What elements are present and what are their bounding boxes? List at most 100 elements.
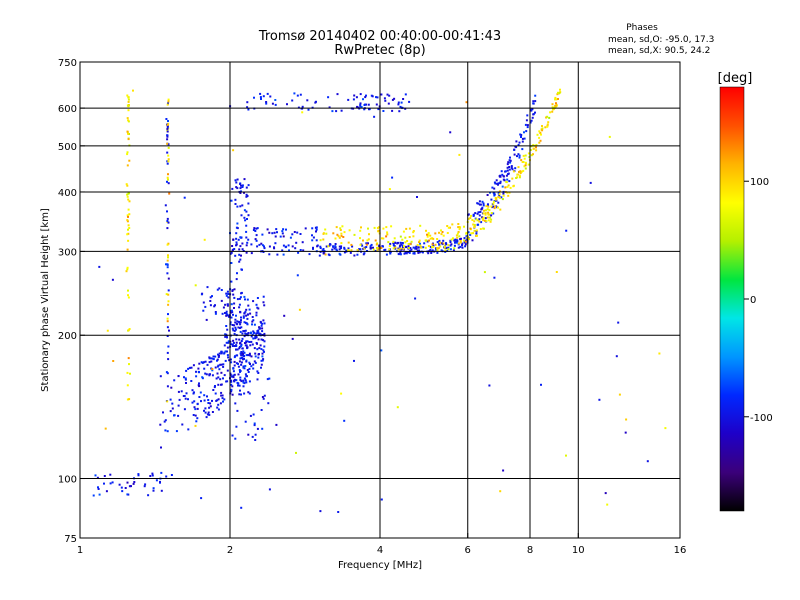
echo-point	[432, 237, 435, 240]
echo-point	[338, 245, 341, 248]
echo-point	[201, 377, 204, 380]
echo-point	[223, 374, 226, 377]
echo-point	[246, 369, 249, 371]
echo-point	[528, 156, 531, 159]
echo-point	[164, 429, 167, 432]
echo-point	[224, 312, 226, 314]
echo-point	[455, 234, 458, 237]
echo-point	[226, 369, 229, 372]
echo-point	[488, 209, 491, 212]
echo-point	[478, 214, 481, 217]
echo-point	[509, 161, 512, 164]
echo-point	[237, 238, 240, 241]
echo-point	[235, 322, 238, 325]
echo-point	[240, 326, 243, 329]
echo-point	[392, 247, 395, 250]
echo-point	[233, 307, 235, 309]
echo-point	[244, 365, 247, 367]
echo-point	[228, 359, 231, 362]
echo-point	[315, 226, 318, 229]
echo-point	[236, 178, 239, 181]
echo-point	[518, 141, 521, 144]
echo-point	[285, 245, 288, 248]
echo-point	[226, 328, 229, 331]
echo-point	[221, 394, 224, 397]
echo-point	[194, 408, 197, 411]
echo-point	[367, 103, 370, 106]
echo-point	[194, 284, 197, 287]
echo-point	[94, 474, 97, 477]
echo-point	[204, 360, 207, 363]
echo-point	[240, 291, 243, 294]
echo-point	[127, 132, 129, 135]
echo-point	[255, 334, 258, 337]
echo-point	[402, 98, 405, 100]
echo-point	[222, 306, 225, 309]
echo-point	[126, 219, 129, 222]
echo-point	[238, 369, 241, 371]
echo-point	[245, 360, 248, 363]
echo-point	[165, 263, 167, 266]
chart-subtitle: RwPretec (8p)	[334, 43, 425, 58]
echo-point	[501, 198, 504, 201]
echo-point	[440, 249, 443, 252]
echo-point	[405, 227, 408, 230]
echo-point	[311, 227, 314, 230]
echo-point	[253, 227, 256, 230]
echo-point	[203, 399, 206, 402]
echo-point	[274, 242, 277, 245]
echo-point	[166, 400, 169, 403]
echo-point	[259, 92, 262, 95]
echo-point	[244, 342, 246, 344]
echo-point	[252, 300, 255, 303]
echo-point	[407, 243, 410, 245]
echo-point	[166, 130, 169, 133]
echo-point	[127, 109, 130, 112]
echo-point	[223, 398, 226, 401]
y-tick-label: 300	[58, 247, 77, 258]
echo-point	[185, 369, 188, 372]
echo-point	[235, 425, 238, 428]
echo-point	[198, 396, 201, 398]
echo-point	[465, 235, 468, 238]
echo-point	[239, 327, 241, 329]
echo-point	[109, 473, 112, 476]
echo-point	[442, 242, 445, 245]
echo-point	[127, 100, 130, 103]
echo-point	[522, 154, 525, 157]
echo-point	[261, 244, 264, 247]
echo-point	[399, 247, 402, 250]
echo-point	[276, 231, 278, 234]
echo-point	[206, 286, 209, 289]
echo-point	[443, 245, 446, 248]
echo-point	[149, 475, 152, 477]
echo-point	[254, 439, 257, 441]
echo-point	[220, 394, 223, 397]
echo-point	[283, 314, 286, 317]
echo-point	[376, 227, 379, 229]
echo-point	[382, 227, 385, 230]
echo-point	[441, 231, 444, 233]
echo-point	[408, 236, 411, 238]
echo-point	[213, 305, 216, 308]
echo-point	[127, 329, 130, 332]
echo-point	[262, 301, 265, 304]
echo-point	[529, 149, 532, 151]
echo-point	[523, 157, 526, 160]
echo-point	[245, 224, 248, 227]
echo-point	[261, 359, 264, 362]
echo-point	[253, 347, 256, 350]
echo-point	[455, 241, 458, 244]
echo-point	[477, 211, 480, 214]
echo-point	[167, 143, 170, 146]
echo-point	[338, 248, 341, 251]
echo-point	[535, 149, 538, 152]
echo-point	[230, 251, 233, 254]
echo-point	[166, 125, 169, 127]
echo-point	[239, 357, 242, 360]
echo-point	[255, 303, 258, 306]
echo-point	[386, 93, 389, 96]
echo-point	[281, 249, 284, 252]
echo-point	[532, 113, 535, 116]
echo-point	[341, 225, 344, 228]
